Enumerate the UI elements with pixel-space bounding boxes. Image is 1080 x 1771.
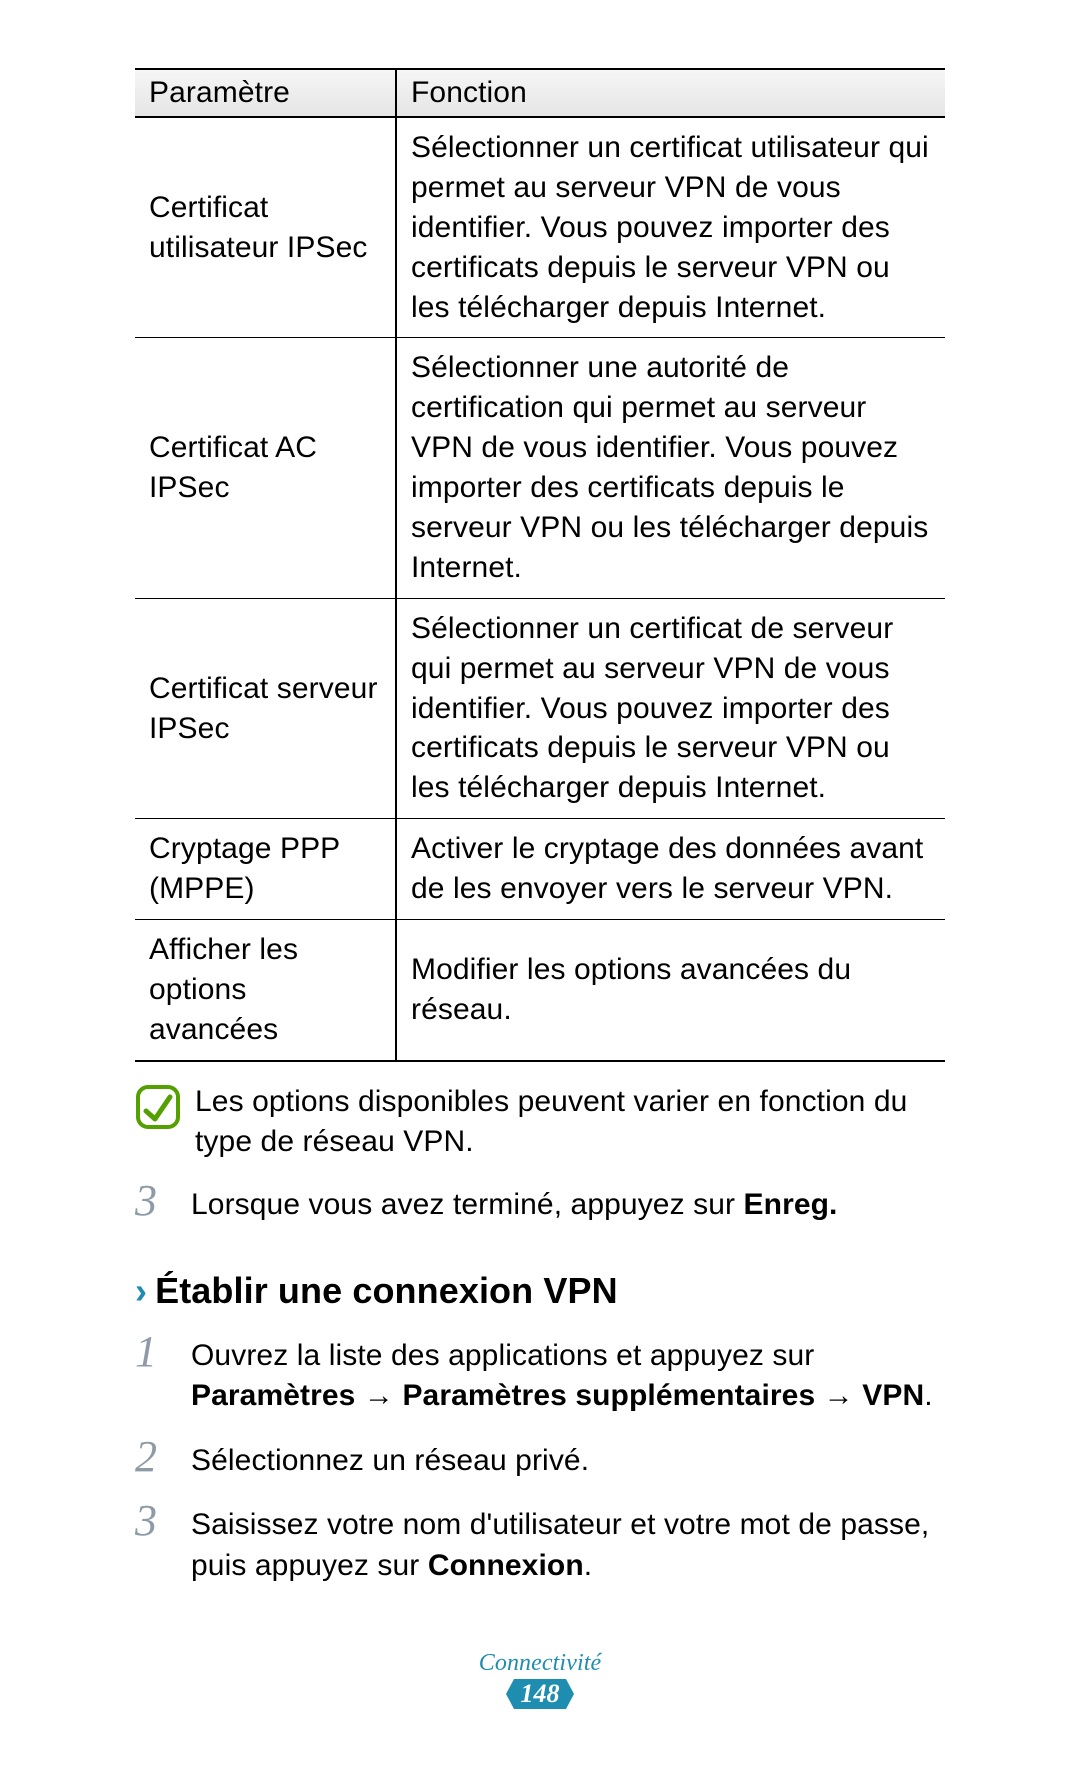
step-after-table: 3 Lorsque vous avez terminé, appuyez sur… — [135, 1183, 945, 1226]
step-body: Sélectionnez un réseau privé. — [191, 1439, 945, 1482]
func-cell: Modifier les options avancées du réseau. — [396, 920, 945, 1061]
step-number: 2 — [135, 1435, 191, 1479]
step-number: 3 — [135, 1499, 191, 1543]
section-title: Établir une connexion VPN — [155, 1270, 618, 1312]
chevron-icon: › — [135, 1273, 147, 1309]
section-step: 1 Ouvrez la liste des applications et ap… — [135, 1334, 945, 1417]
page-number: 148 — [514, 1677, 565, 1710]
func-cell: Sélectionner un certificat de serveur qu… — [396, 598, 945, 818]
step-body: Saisissez votre nom d'utilisateur et vot… — [191, 1503, 945, 1586]
page-footer: Connectivité 148 — [0, 1650, 1080, 1707]
section-step: 2 Sélectionnez un réseau privé. — [135, 1439, 945, 1482]
func-cell: Sélectionner un certificat utilisateur q… — [396, 117, 945, 338]
section-step: 3 Saisissez votre nom d'utilisateur et v… — [135, 1503, 945, 1586]
param-cell: Certificat AC IPSec — [135, 338, 396, 598]
func-cell: Sélectionner une autorité de certificati… — [396, 338, 945, 598]
page-number-badge: 148 — [514, 1681, 565, 1707]
note-icon — [135, 1084, 181, 1135]
table-row: Certificat utilisateur IPSec Sélectionne… — [135, 117, 945, 338]
step-number: 3 — [135, 1179, 191, 1223]
content-area: Paramètre Fonction Certificat utilisateu… — [135, 68, 945, 1586]
step-text-prefix: Lorsque vous avez terminé, appuyez sur — [191, 1188, 744, 1221]
note: Les options disponibles peuvent varier e… — [135, 1082, 945, 1162]
footer-section-label: Connectivité — [0, 1650, 1080, 1677]
parameters-table: Paramètre Fonction Certificat utilisateu… — [135, 68, 945, 1062]
param-cell: Certificat serveur IPSec — [135, 598, 396, 818]
table-row: Cryptage PPP (MPPE) Activer le cryptage … — [135, 819, 945, 920]
column-header-func: Fonction — [396, 69, 945, 117]
section-heading: › Établir une connexion VPN — [135, 1270, 945, 1312]
param-cell: Afficher les options avancées — [135, 920, 396, 1061]
table-header-row: Paramètre Fonction — [135, 69, 945, 117]
param-cell: Certificat utilisateur IPSec — [135, 117, 396, 338]
page: Paramètre Fonction Certificat utilisateu… — [0, 0, 1080, 1771]
step-body: Ouvrez la liste des applications et appu… — [191, 1334, 945, 1417]
param-cell: Cryptage PPP (MPPE) — [135, 819, 396, 920]
step-text-bold: Enreg. — [744, 1188, 838, 1221]
table-row: Certificat serveur IPSec Sélectionner un… — [135, 598, 945, 818]
step-number: 1 — [135, 1330, 191, 1374]
column-header-param: Paramètre — [135, 69, 396, 117]
table-row: Certificat AC IPSec Sélectionner une aut… — [135, 338, 945, 598]
step-body: Lorsque vous avez terminé, appuyez sur E… — [191, 1183, 945, 1226]
func-cell: Activer le cryptage des données avant de… — [396, 819, 945, 920]
note-text: Les options disponibles peuvent varier e… — [195, 1082, 945, 1162]
table-row: Afficher les options avancées Modifier l… — [135, 920, 945, 1061]
